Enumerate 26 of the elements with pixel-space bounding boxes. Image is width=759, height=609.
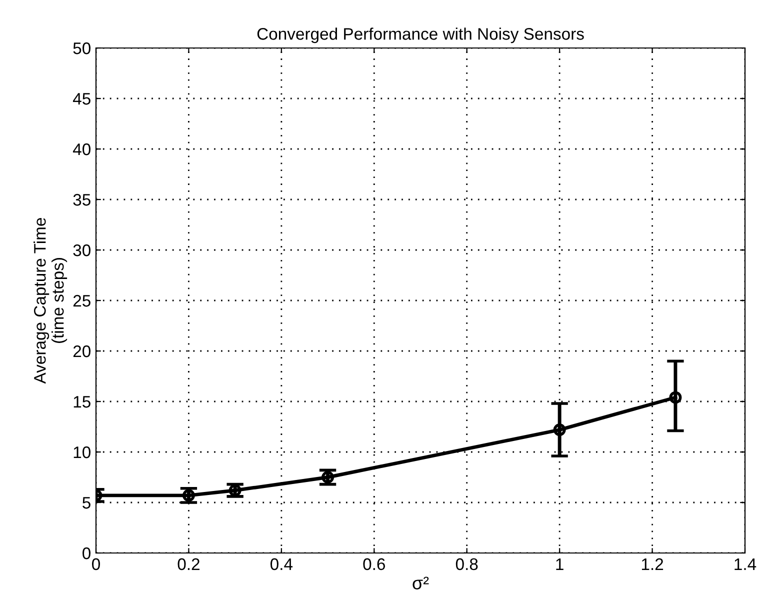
y-tick-label: 0	[82, 547, 90, 560]
y-tick-label: 15	[74, 396, 90, 408]
x-tick-label: 0.8	[456, 558, 478, 570]
point	[553, 424, 566, 436]
y-tick-label: 20	[73, 345, 90, 358]
x-tick-label: 1.4	[734, 558, 756, 570]
point	[322, 471, 334, 484]
x-tick-label: 0.2	[178, 558, 200, 570]
y-tick-label: 45	[72, 93, 90, 105]
x-tick-label: 1	[556, 558, 564, 570]
point	[669, 391, 682, 404]
y-axis-title: Average Capture Time (time steps)	[34, 218, 68, 384]
y-tick-label: 25	[73, 294, 90, 307]
y-tick-label: 35	[73, 194, 90, 206]
x-tick-label: 0	[92, 558, 100, 570]
x-axis-title: σ²	[412, 576, 429, 590]
y-tick-label: 30	[73, 244, 90, 256]
y-tick-label: 10	[74, 446, 90, 458]
point	[182, 489, 195, 502]
chart-title: Converged Performance with Noisy Sensors	[257, 28, 584, 44]
y-tick-label: 50	[73, 42, 90, 54]
x-tick-label: 1.2	[642, 558, 664, 570]
x-tick-label: 0.4	[270, 558, 293, 570]
x-tick-label: 0.6	[363, 558, 385, 570]
y-tick-label: 5	[82, 497, 90, 509]
y-tick-label: 40	[72, 143, 90, 156]
